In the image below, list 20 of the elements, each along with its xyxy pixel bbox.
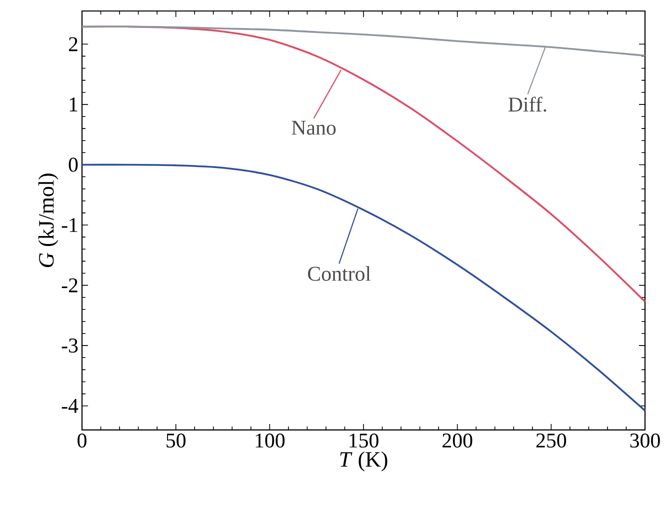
y-tick-label: -1 [62, 218, 78, 232]
line-series [81, 164, 646, 412]
x-tick-label: 250 [536, 434, 566, 448]
annotation: Control [308, 266, 371, 281]
x-tick-label: 150 [350, 434, 378, 448]
y-tick-label: 2 [68, 37, 78, 52]
annotation: Diff. [508, 96, 546, 112]
y-tick-label: -4 [62, 398, 78, 413]
x-tick-label: 100 [256, 434, 285, 448]
x-tick-label: 200 [442, 434, 472, 448]
y-tick-label: -3 [62, 338, 78, 353]
x-axis-title: T (K) [340, 451, 388, 472]
y-tick-label: -2 [62, 278, 78, 292]
y-axis-title: G (kJ/mol) [38, 174, 58, 268]
x-tick-label: 50 [166, 434, 186, 448]
y-tick-label: 1 [70, 98, 78, 112]
annotation: Nano [292, 120, 336, 135]
line-series [81, 26, 646, 302]
y-tick-label: 0 [68, 158, 78, 172]
x-tick-label: 300 [630, 434, 660, 448]
